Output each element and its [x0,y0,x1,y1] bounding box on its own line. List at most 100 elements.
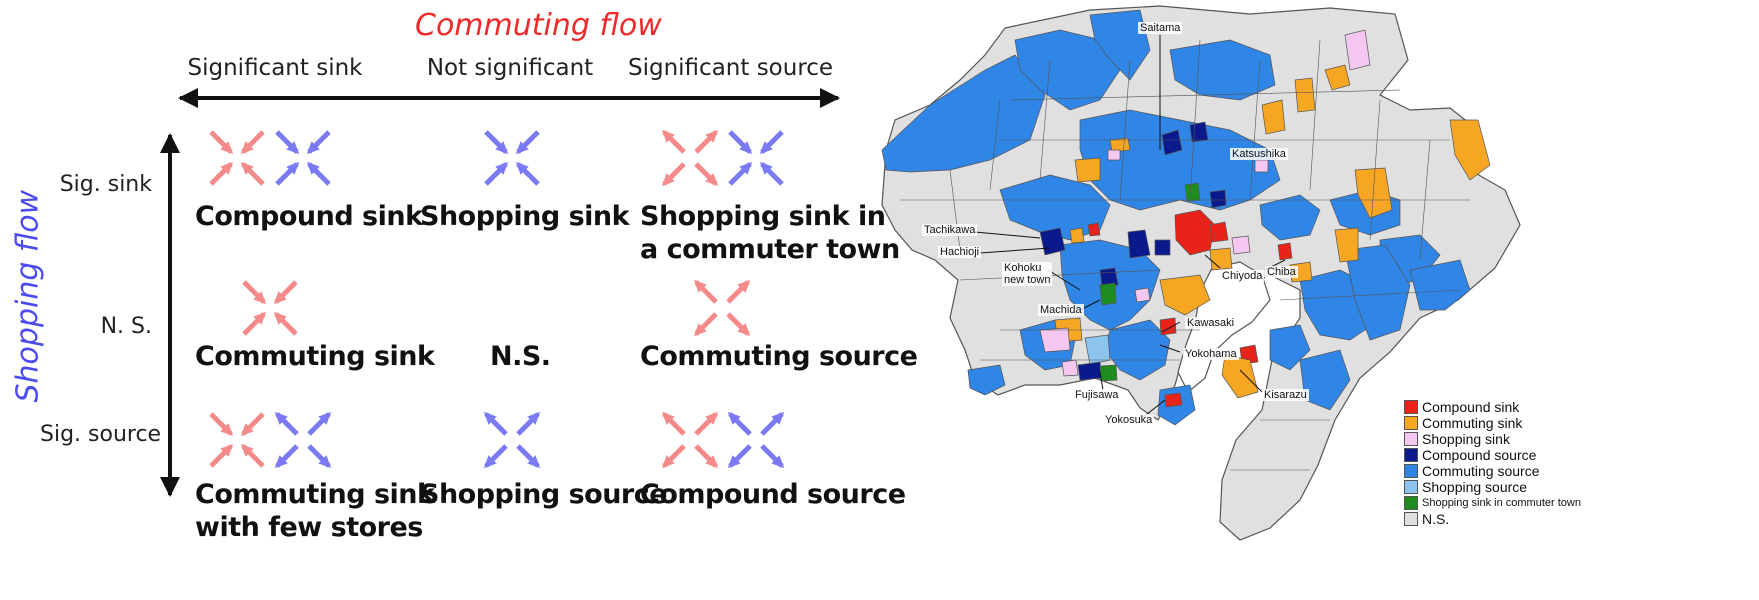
region-commuting-sink [1209,247,1233,271]
municipal-border [1119,59,1131,201]
legend-item: Shopping sink [1404,431,1574,447]
map-canvas [881,5,1521,541]
legend-label: Commuting source [1422,463,1540,479]
cell-label-shopping-sink-commuter-town: Shopping sink in a commuter town [640,200,900,266]
region-commuting-sink [1109,137,1131,153]
region-shopping-sink [1231,235,1251,255]
shopping-source-arrowhead [727,455,741,469]
municipal-border [959,269,1161,281]
region-shopping-sink-in-commuter-town [1099,364,1118,382]
region-compound-source [1077,361,1103,381]
map-label-chiyoda: Chiyoda [1220,270,1265,282]
shopping-sink-arrowhead [495,141,509,155]
region-compound-source [1189,121,1209,143]
shopping-sink-arrowhead [515,161,529,175]
legend-label: Compound sink [1422,399,1520,415]
commuting-sink-arrowhead [253,311,267,325]
shopping-sink-arrowhead [759,141,773,155]
map-label-machida: Machida [1038,304,1084,316]
shopping-sink-arrowhead [739,161,753,175]
column-header-source: Significant source [628,55,834,81]
cell-label-compound-source: Compound source [640,479,906,510]
shopping-source-arrowhead [527,455,541,469]
map-legend: Compound sink Commuting sink Shopping sink… [1404,399,1581,527]
commuting-source-arrowhead [737,279,751,293]
legend-swatch [1404,432,1418,446]
shopping-source-arrowhead [527,411,541,425]
map-label-kohoku-new-town: Kohoku new town [1002,262,1053,286]
column-header-not-significant: Not significant [426,55,594,81]
shopping-source-arrowhead [483,455,497,469]
municipal-border [1279,289,1461,301]
cell-label-line-2: with few stores [195,512,423,543]
legend-label: Shopping source [1422,479,1528,495]
legend-swatch [1404,448,1418,462]
legend-item: Compound sink [1404,399,1574,415]
commuting-source-arrowhead [693,323,707,337]
legend-item: Shopping source [1404,479,1574,495]
region-shopping-sink-in-commuter-town [1099,282,1117,306]
commuting-sink-arrowhead [240,443,254,457]
region-compound-source [1209,189,1227,209]
commuting-source-arrowhead [661,173,675,187]
commuting-source-arrowhead [737,323,751,337]
map-label-yokosuka: Yokosuka [1103,414,1155,426]
row-header-sink: Sig. sink [59,172,152,197]
diagram-arrows-layer [160,88,840,497]
region-compound-source [1154,239,1171,256]
commuting-sink-arrowhead [220,423,234,437]
commuting-sink-arrowhead [220,161,234,175]
legend-swatch [1404,416,1418,430]
region-commuting-sink [1334,227,1359,263]
cell-label-shopping-source: Shopping source [420,479,668,510]
region-shopping-sink-in-commuter-town [1184,182,1201,202]
shopping-sink-arrowhead [306,161,320,175]
shopping-sink-arrowhead [306,141,320,155]
legend-swatch [1404,464,1418,478]
commuting-source-arrowhead [693,279,707,293]
region-compound-sink [1209,221,1229,243]
legend-label: N.S. [1422,511,1450,527]
commuting-source-arrowhead [661,129,675,143]
commuting-source-arrowhead [661,455,675,469]
region-commuting-sink [1294,77,1316,113]
map-label-kisarazu: Kisarazu [1262,389,1309,401]
commuting-sink-arrowhead [240,141,254,155]
municipal-border [1009,89,1401,101]
legend-label: Shopping sink [1422,431,1510,447]
map-label-line-2: new town [1004,274,1051,286]
row-header-ns: N. S. [100,314,152,339]
shopping-sink-arrowhead [495,161,509,175]
shopping-source-arrowhead [771,411,785,425]
row-header-source: Sig. source [40,422,162,447]
commuting-sink-arrowhead [273,311,287,325]
cell-label-ns: N.S. [490,341,551,372]
region-commuting-sink [1069,227,1085,244]
region-commuting-source [1409,259,1471,311]
region-commuting-sink [1074,157,1101,183]
map-label-chiba: Chiba [1265,266,1298,278]
map-label-hachioji: Hachioji [938,246,982,258]
shopping-sink-arrowhead [759,161,773,175]
commuting-sink-arrowhead [240,161,254,175]
legend-item: Commuting sink [1404,415,1574,431]
region-commuting-sink [1159,274,1211,316]
shopping-source-arrowhead [483,411,497,425]
shopping-source-arrowhead [274,411,288,425]
legend-swatch [1404,400,1418,414]
municipal-border [989,99,1001,191]
column-header-sink: Significant sink [187,55,363,81]
shopping-sink-arrowhead [739,141,753,155]
legend-item: Shopping sink in commuter town [1404,495,1581,511]
municipal-border [1039,59,1051,181]
legend-label: Shopping sink in commuter town [1422,497,1581,509]
municipal-border [1309,39,1321,191]
map-label-tachikawa: Tachikawa [922,224,978,236]
shopping-source-arrowhead [727,411,741,425]
legend-swatch [1404,480,1418,494]
cell-label-line-2: a commuter town [640,234,900,265]
map-label-katsushika: Katsushika [1230,148,1288,160]
cell-label-commuting-sink-few-stores: Commuting sink with few stores [195,478,435,544]
region-compound-sink [1277,242,1293,261]
commuting-sink-arrowhead [240,423,254,437]
